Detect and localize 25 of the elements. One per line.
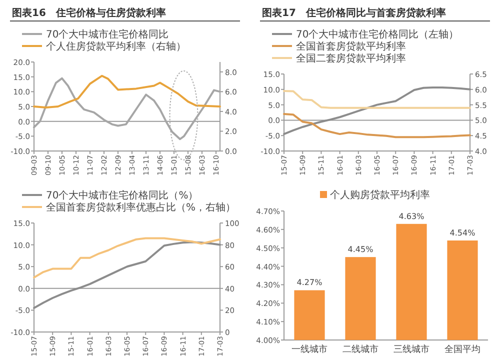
line-series	[33, 237, 221, 278]
legend-label: 70个大中城市住宅价格同比（%）	[46, 190, 198, 202]
data-label: 4.27%	[296, 278, 323, 288]
line-series	[33, 77, 221, 140]
x-tick-label: 三线城市	[394, 344, 430, 355]
data-label: 4.45%	[348, 245, 374, 254]
x-tick-label: 全国平均	[444, 344, 480, 355]
x-tick-label: 二线城市	[342, 344, 378, 355]
x-tick-label: 一线城市	[292, 344, 328, 355]
legend-label: 全国二套房贷款平均利率	[296, 52, 406, 64]
chart-title: 图表17 住宅价格同比与首套房贷款利率	[262, 7, 446, 19]
line-series	[283, 90, 471, 109]
legend-label: 70个大中城市住宅价格同比	[46, 28, 169, 40]
line-series	[33, 241, 221, 310]
line-series	[283, 113, 471, 138]
legend-label: 全国首套房贷款利率优惠占比（%，右轴）	[46, 202, 236, 214]
data-label: 4.54%	[450, 228, 476, 238]
data-label: 4.63%	[398, 212, 425, 221]
legend-label: 个人购房贷款平均利率	[330, 189, 430, 201]
legend-label: 全国首套房贷款平均利率	[296, 40, 406, 52]
line-series	[33, 74, 221, 108]
chart-title: 图表16 住宅价格与住房贷款利率	[12, 7, 166, 19]
line-series	[283, 86, 471, 136]
legend-label: 70个大中城市住宅价格同比（左轴）	[296, 28, 459, 40]
legend-label: 个人住房贷款平均利率（右轴）	[46, 40, 186, 52]
